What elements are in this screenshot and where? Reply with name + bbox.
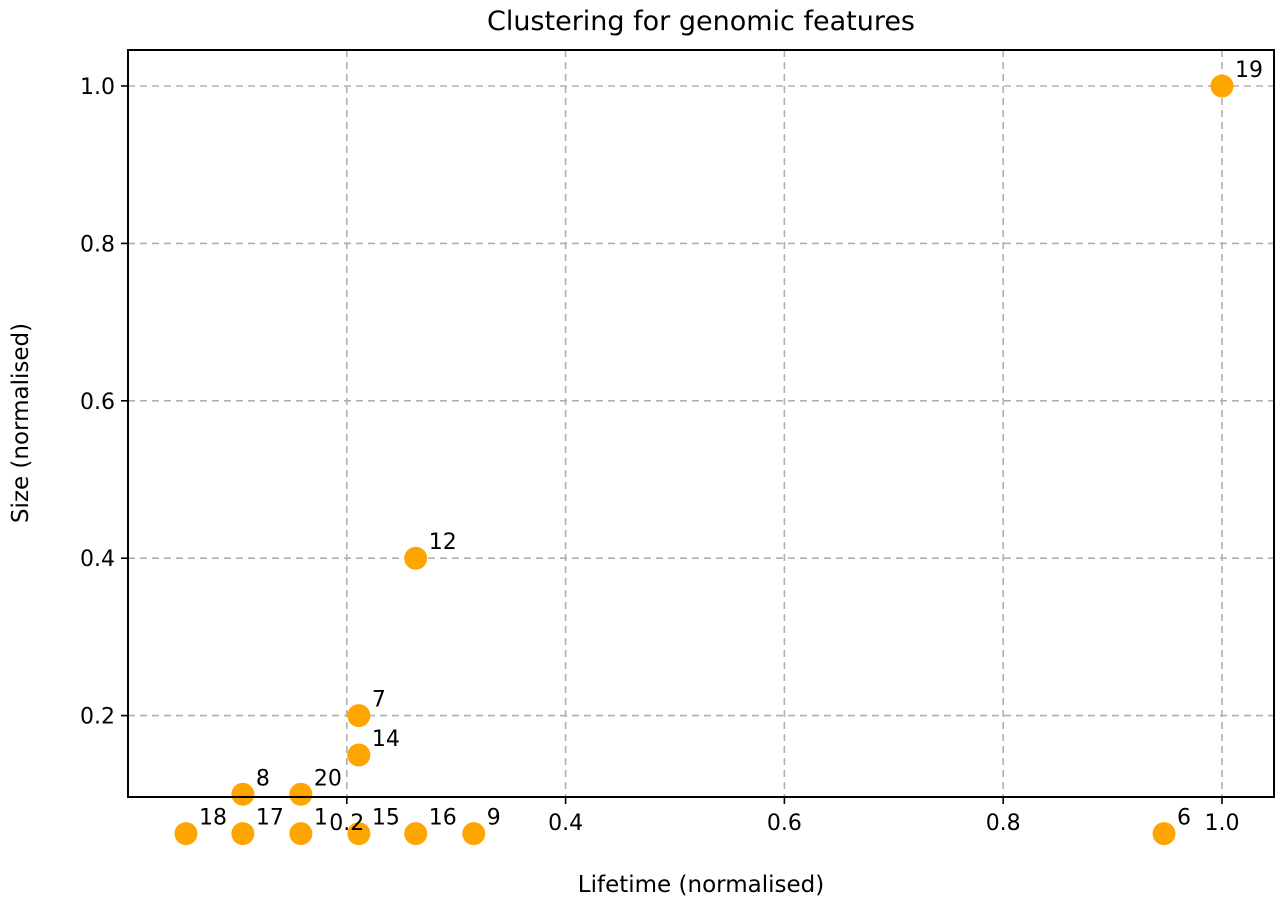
data-point [404, 546, 428, 570]
data-point [404, 822, 428, 846]
y-tick-label: 0.8 [80, 232, 115, 257]
data-point [289, 822, 313, 846]
x-tick-label: 0.4 [548, 811, 583, 836]
data-point [174, 822, 198, 846]
point-label: 1 [314, 806, 328, 831]
data-points [174, 74, 1234, 846]
chart-title: Clustering for genomic features [487, 6, 915, 37]
grid [128, 50, 1274, 797]
data-point [289, 782, 313, 806]
x-tick-label: 1.0 [1205, 811, 1240, 836]
data-point [1210, 74, 1234, 98]
axis-ticks: 0.2 0.4 0.6 0.8 1.0 0.2 0.4 0.6 0.8 1.0 [80, 75, 1240, 836]
point-label: 14 [372, 727, 400, 752]
y-tick-label: 0.4 [80, 547, 115, 572]
point-label: 8 [256, 766, 270, 791]
point-label: 12 [429, 530, 457, 555]
data-point [231, 782, 255, 806]
point-label: 17 [256, 806, 284, 831]
x-tick-label: 0.8 [986, 811, 1021, 836]
data-point [347, 704, 371, 728]
point-label: 19 [1235, 58, 1263, 83]
x-tick-label: 0.2 [329, 811, 364, 836]
point-labels: 18 17 8 1 20 15 14 7 16 12 9 6 19 [199, 58, 1263, 831]
y-tick-label: 0.6 [80, 390, 115, 415]
data-point [347, 743, 371, 767]
data-point [231, 822, 255, 846]
data-point [1152, 822, 1176, 846]
point-label: 15 [372, 806, 400, 831]
y-tick-label: 0.2 [80, 705, 115, 730]
point-label: 18 [199, 806, 227, 831]
data-point [462, 822, 486, 846]
point-label: 20 [314, 766, 342, 791]
point-label: 7 [372, 688, 386, 713]
y-tick-label: 1.0 [80, 75, 115, 100]
y-axis-label: Size (normalised) [8, 323, 34, 523]
plot-frame [127, 49, 1275, 798]
point-label: 9 [487, 806, 501, 831]
x-tick-label: 0.6 [767, 811, 802, 836]
point-label: 16 [429, 806, 457, 831]
data-point [347, 822, 371, 846]
point-label: 6 [1177, 806, 1191, 831]
x-axis-label: Lifetime (normalised) [578, 872, 824, 898]
